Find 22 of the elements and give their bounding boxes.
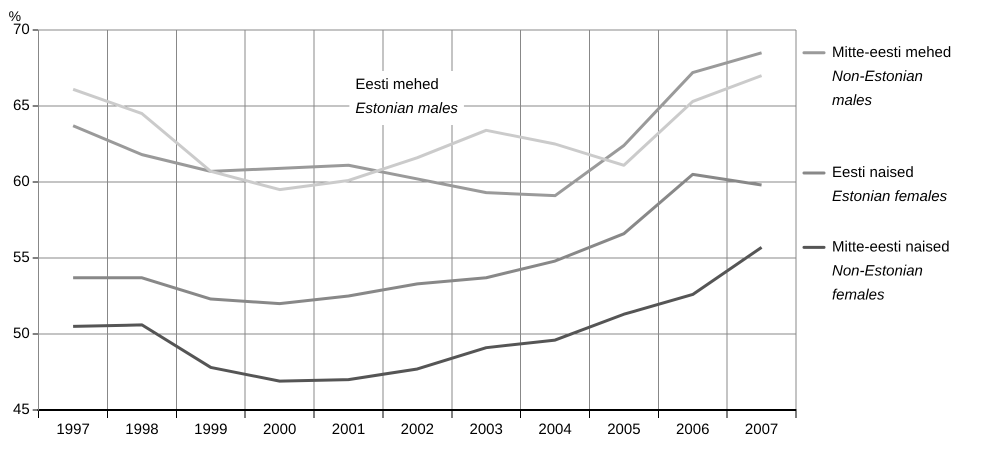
x-tick-label: 2007 <box>744 421 778 438</box>
x-tick-label: 1999 <box>194 421 228 438</box>
y-tick-label: 60 <box>12 173 30 190</box>
y-tick-label: 45 <box>12 401 30 418</box>
series-label: Eesti mehed Estonian males <box>355 76 458 118</box>
x-tick-label: 2006 <box>676 421 710 438</box>
y-tick-label: 70 <box>12 21 30 38</box>
x-tick-label: 2002 <box>400 421 434 438</box>
y-axis-title: % <box>8 8 22 24</box>
x-tick-label: 2005 <box>607 421 641 438</box>
legend-label: Mitte-eesti mehed Non-Estonian males <box>832 44 952 109</box>
y-tick-label: 65 <box>12 97 30 114</box>
x-tick-label: 1998 <box>125 421 159 438</box>
y-tick-label: 50 <box>12 325 30 342</box>
x-tick-label: 2003 <box>470 421 503 438</box>
x-tick-label: 2001 <box>332 421 366 438</box>
legend-label: Eesti naised Estonian females <box>832 164 948 206</box>
x-tick-label: 2004 <box>538 421 572 438</box>
x-tick-label: 1997 <box>56 421 90 438</box>
x-tick-label: 2000 <box>262 421 296 438</box>
legend-label: Mitte-eesti naised Non-Estonian females <box>832 238 950 304</box>
y-tick-label: 55 <box>12 249 30 266</box>
